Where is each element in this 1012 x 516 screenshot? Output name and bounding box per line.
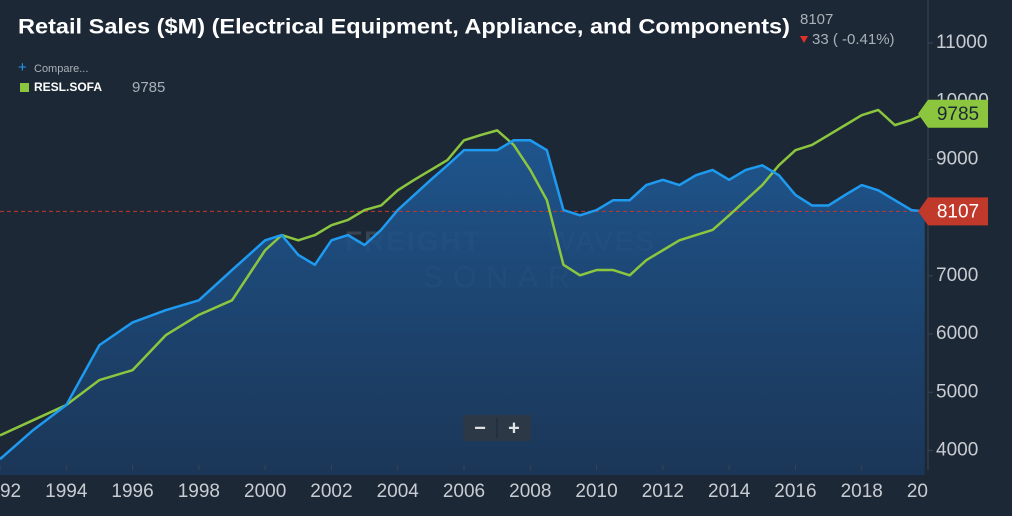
x-tick-label: 1994 [45, 481, 88, 502]
y-tick-label: 11000 [936, 32, 987, 53]
legend-value: 9785 [132, 79, 165, 96]
area [0, 140, 925, 475]
down-arrow [800, 36, 808, 43]
last-value-label: 9785 [937, 104, 979, 125]
x-tick-label: 2010 [575, 481, 617, 502]
legend-label: RESL.SOFA [34, 80, 102, 94]
chart-title: Retail Sales ($M) (Electrical Equipment,… [18, 16, 790, 39]
x-tick-label: 2012 [642, 481, 684, 502]
x-tick-label: 1998 [178, 481, 220, 502]
last-value-badge [918, 99, 988, 128]
last-value-badge [918, 197, 988, 226]
x-tick-label: 2014 [708, 481, 751, 502]
last-value: 8107 [800, 11, 833, 28]
x-tick-label: 2002 [310, 481, 352, 502]
change: 33 ( -0.41%) [812, 31, 895, 48]
x-tick-label: 2008 [509, 481, 551, 502]
series-line [0, 108, 926, 437]
x-tick-label: 2004 [377, 481, 420, 502]
last-value-label: 8107 [937, 201, 979, 222]
y-tick-label: 9000 [936, 148, 978, 169]
y-tick-label: 7000 [936, 265, 978, 286]
y-tick-label: 5000 [936, 381, 978, 402]
legend-swatch [20, 83, 29, 92]
x-tick-label: 2018 [841, 481, 883, 502]
x-tick-label: 2006 [443, 481, 485, 502]
y-tick-label: 6000 [936, 323, 978, 344]
x-tick-label: 1992 [0, 481, 21, 502]
x-tick-label: 2000 [244, 481, 286, 502]
series-line [0, 139, 925, 461]
overlay: Retail Sales ($M) (Electrical Equipment,… [18, 11, 895, 441]
compare-button[interactable]: Compare... [34, 63, 88, 75]
zoom-out[interactable]: − [474, 417, 486, 439]
plot-area: FREIGHTWAVESSONAR19921994199619982000200… [0, 108, 949, 502]
x-tick-label: 2016 [774, 481, 816, 502]
zoom-in[interactable]: + [508, 417, 520, 439]
x-tick-label: 1996 [111, 481, 153, 502]
y-tick-label: 4000 [936, 439, 978, 460]
compare-icon[interactable]: + [18, 59, 27, 76]
x-tick-label: 2020 [907, 481, 949, 502]
